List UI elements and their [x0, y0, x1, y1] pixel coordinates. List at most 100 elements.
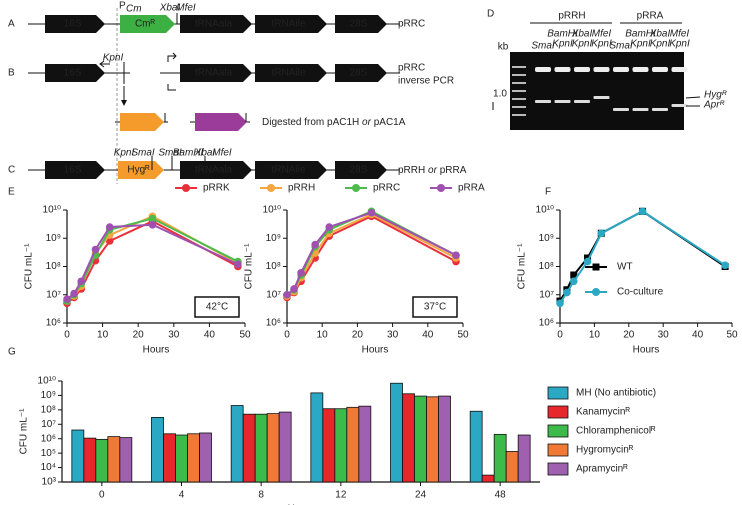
panel-letter: A: [8, 19, 15, 30]
x-tick-label: 30: [168, 330, 180, 341]
x-tick-label: 20: [623, 330, 635, 341]
point: [597, 229, 606, 238]
primer-arrow: [99, 60, 110, 68]
site-label: MfeI: [176, 3, 196, 14]
x-tick-label: 0: [99, 490, 105, 501]
band: [613, 108, 629, 111]
band-label: Hygᴿ: [704, 90, 727, 101]
y-tick-label: 10¹⁰: [43, 205, 61, 216]
marker-band: [512, 98, 526, 100]
marker-band: [512, 66, 526, 68]
plasmid-label: pRRC: [398, 19, 425, 30]
band: [554, 67, 571, 72]
legend-marker: [592, 288, 600, 296]
x-tick-label: 30: [658, 330, 670, 341]
promoter-label: P: [119, 1, 126, 12]
x-tick-label: 12: [335, 490, 347, 501]
y-axis-label: CFU mL⁻¹: [244, 243, 255, 290]
band: [554, 100, 571, 103]
marker-band: [512, 90, 526, 92]
gene-arrow: [255, 15, 327, 33]
band: [593, 67, 610, 72]
gene-arrow: [45, 161, 105, 179]
x-axis-label: Hours: [143, 345, 170, 356]
legend-marker: [267, 184, 275, 192]
band: [535, 100, 551, 103]
marker-band: [512, 114, 526, 116]
bar: [163, 433, 176, 483]
gene-label: 28S: [350, 165, 368, 176]
y-tick-label: 10¹⁰: [536, 205, 554, 216]
gene-arrow: [335, 64, 387, 82]
gene-label: tRNAile: [272, 165, 306, 176]
bar: [358, 405, 372, 483]
bar: [83, 437, 97, 483]
note: Digested from pAC1H or pAC1A: [262, 117, 406, 128]
y-tick-label: 10⁷: [41, 419, 56, 430]
bar: [414, 395, 427, 483]
legend-text: WT: [617, 262, 633, 273]
band-label: Aprᴿ: [703, 100, 725, 111]
plasmid-label: pRRC: [398, 63, 425, 74]
y-axis-label: CFU mL⁻¹: [517, 243, 528, 290]
bar: [493, 433, 507, 483]
bar: [438, 395, 451, 483]
band: [671, 104, 688, 107]
y-tick-label: 10⁹: [46, 233, 61, 244]
band: [652, 108, 668, 111]
y-tick-label: 10⁸: [539, 261, 554, 272]
legend-marker: [592, 263, 600, 271]
y-tick-label: 10⁹: [266, 233, 281, 244]
annotation: 42°C: [206, 302, 228, 313]
lane-label: KpnI: [630, 39, 651, 50]
panel-letter: C: [8, 165, 15, 176]
y-tick-label: 10⁶: [539, 318, 554, 329]
gel: [510, 52, 684, 130]
gene-label: 16S: [64, 165, 82, 176]
lane-label: KpnI: [669, 39, 690, 50]
point: [105, 223, 114, 231]
x-tick-label: 8: [258, 490, 264, 501]
x-tick-label: 50: [239, 330, 251, 341]
x-axis-label: Hours: [362, 345, 389, 356]
lane-label: XbaI: [649, 29, 671, 40]
bar: [322, 408, 336, 483]
point: [91, 245, 100, 254]
x-tick-label: 10: [589, 330, 601, 341]
legend-text: Chloramphenicolᴿ: [576, 426, 656, 437]
band: [574, 67, 590, 72]
bar: [310, 392, 324, 483]
legend-text: Apramycinᴿ: [576, 464, 628, 475]
y-tick-label: 10⁶: [266, 318, 281, 329]
x-tick-label: 0: [284, 330, 290, 341]
site-label: SmaI: [131, 148, 155, 159]
x-tick-label: 48: [495, 490, 507, 501]
legend-swatch: [547, 443, 569, 457]
gene-label: tRNAala: [195, 165, 233, 176]
point: [721, 261, 729, 270]
band: [574, 100, 590, 103]
gene-label: tRNAile: [272, 19, 306, 30]
series-line: [286, 210, 457, 296]
point: [63, 295, 71, 303]
x-tick-label: 4: [179, 490, 185, 501]
y-tick-label: 10⁷: [539, 289, 554, 300]
gene-arrow: [180, 15, 252, 33]
gene-arrow: [255, 161, 327, 179]
legend-text: pRRA: [458, 183, 485, 194]
y-tick-label: 10¹⁰: [38, 376, 56, 387]
bar: [242, 413, 256, 483]
gene-label: Cmᴿ: [135, 19, 156, 30]
marker-band: [512, 106, 526, 108]
site-label: KpnI: [103, 53, 124, 64]
bar: [187, 433, 200, 483]
panel-letter: E: [8, 187, 15, 198]
gene-label: tRNAala: [195, 19, 233, 30]
legend-text: Co-culture: [617, 287, 664, 298]
point: [583, 257, 592, 266]
lane-label: XbaI: [571, 29, 593, 40]
site-label: KpnI: [114, 148, 135, 159]
legend-text: Hygromycinᴿ: [576, 445, 634, 456]
site-label: BamHI: [173, 148, 204, 159]
point: [367, 208, 376, 217]
